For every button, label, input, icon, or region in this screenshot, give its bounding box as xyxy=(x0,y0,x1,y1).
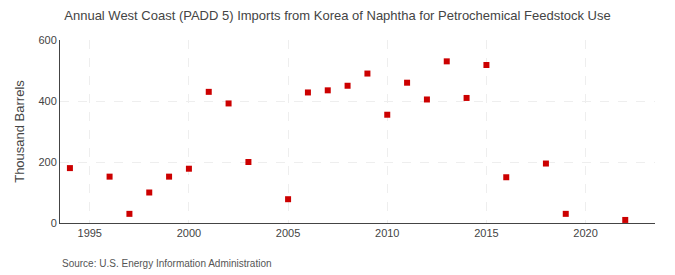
svg-text:Thousand Barrels: Thousand Barrels xyxy=(12,80,27,183)
svg-text:Annual West Coast (PADD 5) Imp: Annual West Coast (PADD 5) Imports from … xyxy=(64,8,610,23)
svg-text:2020: 2020 xyxy=(573,227,597,239)
svg-text:Source: U.S. Energy Informatio: Source: U.S. Energy Information Administ… xyxy=(62,258,272,269)
svg-text:200: 200 xyxy=(38,156,56,168)
svg-text:2005: 2005 xyxy=(276,227,300,239)
svg-text:1995: 1995 xyxy=(78,227,102,239)
svg-text:2000: 2000 xyxy=(177,227,201,239)
svg-text:400: 400 xyxy=(38,95,56,107)
svg-text:0: 0 xyxy=(51,217,57,229)
svg-text:600: 600 xyxy=(38,34,56,46)
svg-text:2015: 2015 xyxy=(474,227,498,239)
svg-text:2010: 2010 xyxy=(375,227,399,239)
